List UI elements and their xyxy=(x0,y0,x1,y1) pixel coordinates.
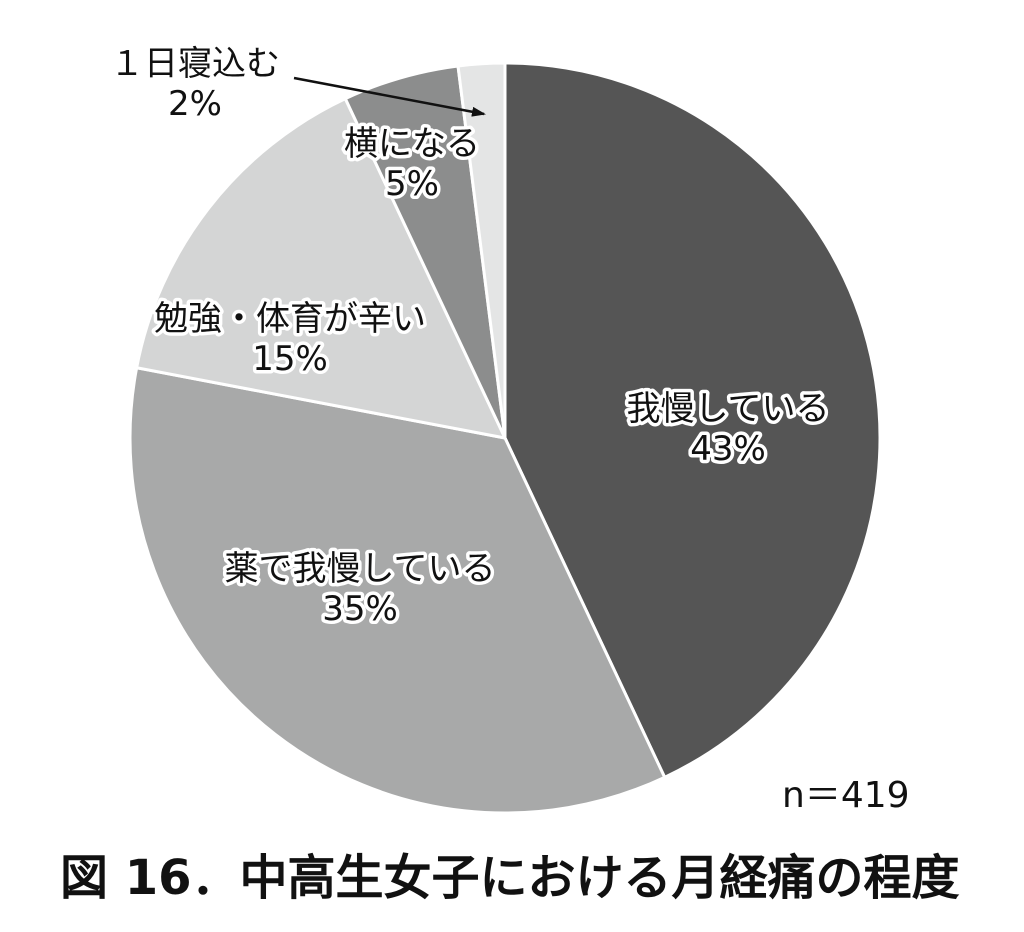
slice-percent-gaman: 43% xyxy=(690,429,766,469)
pie-slice-nekomu xyxy=(456,61,507,439)
sample-size-note: n＝419 xyxy=(782,775,910,816)
slice-label-kusuri: 薬で我慢している xyxy=(225,549,496,589)
pie-slice-gaman xyxy=(503,61,882,780)
slice-percent-yoko: 5% xyxy=(385,164,439,204)
slice-label-yoko: 横になる xyxy=(344,124,480,164)
slice-label-gaman: 我慢している xyxy=(627,389,830,429)
slice-percent-nekomu: 2% xyxy=(168,84,222,124)
slice-label-benkyo: 勉強・体育が辛い xyxy=(154,299,426,339)
pie-slice-kusuri xyxy=(128,365,667,815)
callout-arrow xyxy=(293,76,486,117)
pie-slice-benkyo xyxy=(134,96,508,441)
figure-caption: 図 16．中高生女子における月経痛の程度 xyxy=(60,850,960,906)
slice-percent-kusuri: 35% xyxy=(322,589,398,629)
slice-label-nekomu: １日寝込む xyxy=(110,44,280,84)
slice-percent-benkyo: 15% xyxy=(252,339,328,379)
